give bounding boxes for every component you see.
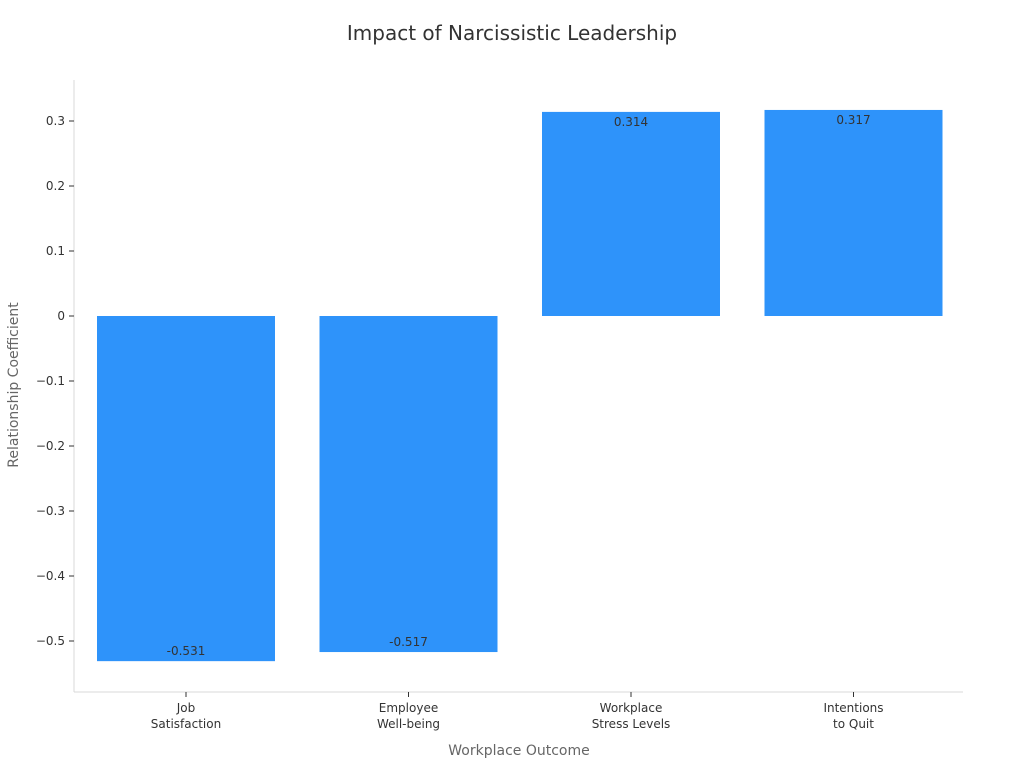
x-category-label: Job Satisfaction bbox=[151, 701, 221, 731]
y-tick-label: −0.3 bbox=[36, 504, 65, 518]
y-tick-label: −0.2 bbox=[36, 439, 65, 453]
y-axis-title: Relationship Coefficient bbox=[6, 302, 22, 468]
x-axis-category-labels: Job Satisfaction Employee Well-being Workpla… bbox=[151, 692, 884, 731]
x-axis-title: Workplace Outcome bbox=[448, 743, 589, 759]
chart-title: Impact of Narcissistic Leadership bbox=[347, 21, 677, 45]
y-tick-label: −0.1 bbox=[36, 374, 65, 388]
y-tick-label: −0.4 bbox=[36, 569, 65, 583]
bar-value-label: -0.531 bbox=[167, 644, 206, 658]
bar[interactable] bbox=[97, 316, 275, 662]
y-tick-label: 0.1 bbox=[46, 244, 65, 258]
bar-value-label: -0.517 bbox=[389, 635, 428, 649]
bar[interactable] bbox=[319, 316, 498, 653]
x-category-label: Workplace Stress Levels bbox=[592, 701, 671, 731]
x-category-label: Intentions to Quit bbox=[823, 701, 883, 731]
y-tick-label: 0.2 bbox=[46, 179, 65, 193]
bar-value-label: 0.314 bbox=[614, 115, 648, 129]
bar[interactable] bbox=[764, 109, 943, 316]
x-category-label: Employee Well-being bbox=[377, 701, 440, 731]
bar[interactable] bbox=[542, 111, 720, 317]
y-tick-label: 0.3 bbox=[46, 114, 65, 128]
y-tick-label: −0.5 bbox=[36, 634, 65, 648]
y-tick-label: 0 bbox=[57, 309, 65, 323]
bar-value-label: 0.317 bbox=[836, 113, 870, 127]
bars-group: -0.531 -0.517 0.314 0.317 bbox=[97, 109, 943, 662]
y-axis-ticks: 0.3 0.2 0.1 0 −0.1 −0.2 −0.3 −0.4 −0.5 bbox=[36, 114, 74, 648]
